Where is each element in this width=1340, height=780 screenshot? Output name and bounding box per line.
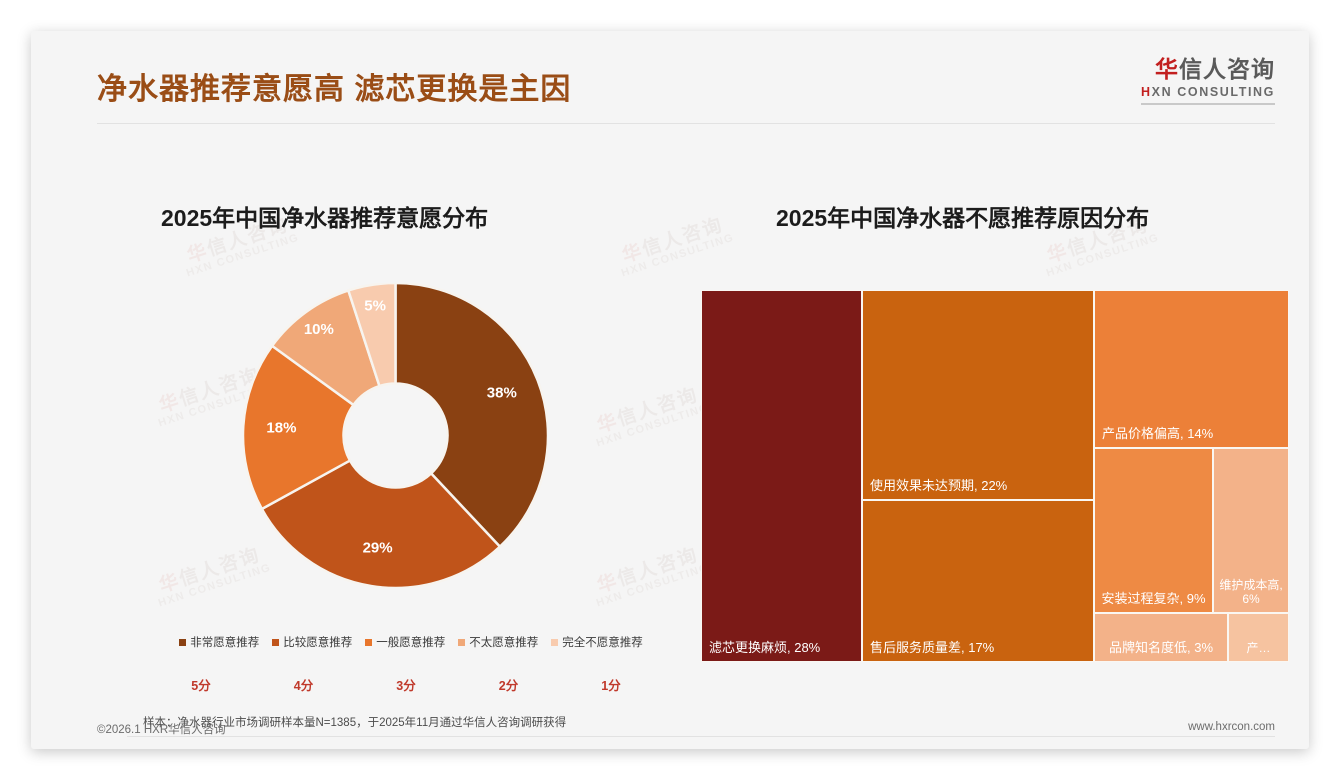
brand-logo-en-accent: H <box>1141 85 1152 100</box>
legend-label: 比较愿意推荐 <box>283 637 353 649</box>
pie-slice[interactable] <box>346 283 397 388</box>
legend-swatch <box>365 638 373 646</box>
legend-label: 一般愿意推荐 <box>376 637 446 649</box>
legend-swatch <box>551 638 559 646</box>
treemap-tile-label: 安装过程复杂, 9% <box>1101 591 1206 607</box>
watermark-en: HXN CONSULTING <box>1044 231 1161 280</box>
pie-slice-label: 5% <box>364 298 386 315</box>
treemap-tile[interactable]: 品牌知名度低, 3% <box>1094 613 1228 662</box>
watermark-cn-rest: 信人咨询 <box>614 544 702 591</box>
treemap-tile[interactable]: 维护成本高, 6% <box>1213 448 1289 613</box>
treemap-tile-label: 品牌知名度低, 3% <box>1108 640 1213 656</box>
watermark-cn-rest: 信人咨询 <box>614 384 702 431</box>
legend-item[interactable]: 比较愿意推荐 <box>272 634 352 650</box>
header: 净水器推荐意愿高 滤芯更换是主因 华信人咨询 HXN CONSULTING <box>31 31 1309 124</box>
brand-logo-en-rest: XN CONSULTING <box>1151 85 1275 100</box>
treemap-tile-label: 产… <box>1246 641 1271 656</box>
legend-item[interactable]: 非常愿意推荐 <box>179 634 259 650</box>
pie-chart: 38% 29% 18% 10% 5% <box>243 283 548 588</box>
treemap-chart: 滤芯更换麻烦, 28% 使用效果未达预期, 22% 售后服务质量差, 17% 产品价格… <box>701 290 1289 662</box>
treemap-tile-label: 维护成本高, 6% <box>1219 577 1283 607</box>
footer: ©2026.1 HXR华信人咨询 www.hxrcon.com <box>31 713 1309 749</box>
pie-slice-label: 18% <box>266 419 296 436</box>
watermark: 华信人咨询 HXN CONSULTING <box>614 214 736 280</box>
watermark-en: HXN CONSULTING <box>619 231 736 280</box>
pie-chart-svg: 38% 29% 18% 10% 5% <box>243 283 548 588</box>
treemap-tile[interactable]: 产… <box>1228 613 1289 662</box>
score-label: 3分 <box>396 679 416 693</box>
pie-slice-label: 10% <box>304 321 334 338</box>
treemap-tile[interactable]: 安装过程复杂, 9% <box>1094 448 1213 613</box>
treemap-tile[interactable]: 售后服务质量差, 17% <box>862 500 1094 662</box>
watermark: 华信人咨询 HXN CONSULTING <box>589 384 711 450</box>
sample-note: 样本：净水器行业市场调研样本量N=1385，于2025年11月通过华信人咨询调研… <box>143 717 567 729</box>
score-scale-row: 5分 4分 3分 2分 1分 <box>171 675 641 694</box>
pie-slice[interactable] <box>260 458 502 588</box>
score-label: 1分 <box>601 679 621 693</box>
watermark-en: HXN CONSULTING <box>594 401 711 450</box>
pie-slice-label: 29% <box>363 539 393 556</box>
slide-card: 华信人咨询 HXN CONSULTING 华信人咨询 HXN CONSULTIN… <box>31 31 1309 749</box>
footer-copyright: ©2026.1 HXR华信人咨询 <box>97 724 226 736</box>
pie-slice-label: 38% <box>487 384 517 401</box>
treemap-tile-label: 售后服务质量差, 17% <box>870 640 995 656</box>
legend-swatch <box>272 638 280 646</box>
legend-label: 不太愿意推荐 <box>469 637 539 649</box>
brand-logo-cn: 华信人咨询 <box>1141 56 1275 82</box>
watermark-en: HXN CONSULTING <box>184 231 301 280</box>
watermark-cn-accent: 华 <box>594 570 622 598</box>
treemap-tile-label: 滤芯更换麻烦, 28% <box>709 640 821 656</box>
score-label: 4分 <box>293 679 314 693</box>
treemap-tile[interactable]: 滤芯更换麻烦, 28% <box>701 290 862 662</box>
treemap-tile-label: 产品价格偏高, 14% <box>1102 426 1214 442</box>
brand-logo-cn-rest: 信人咨询 <box>1179 56 1275 82</box>
header-divider <box>97 123 1275 124</box>
brand-logo-en: HXN CONSULTING <box>1141 85 1275 99</box>
legend-item[interactable]: 完全不愿意推荐 <box>551 634 643 650</box>
treemap-tile[interactable]: 产品价格偏高, 14% <box>1094 290 1289 448</box>
brand-logo-cn-accent: 华 <box>1155 56 1179 82</box>
score-label: 2分 <box>498 679 519 693</box>
pie-slice-labels: 38% 29% 18% 10% 5% <box>266 298 516 557</box>
treemap-tile[interactable]: 使用效果未达预期, 22% <box>862 290 1094 500</box>
page-title: 净水器推荐意愿高 滤芯更换是主因 <box>97 73 572 106</box>
watermark-cn-accent: 华 <box>1044 240 1072 268</box>
legend-swatch <box>179 638 187 646</box>
watermark-cn-accent: 华 <box>156 390 184 418</box>
legend-swatch <box>458 638 466 646</box>
score-label: 5分 <box>191 679 211 693</box>
left-chart-title: 2025年中国净水器推荐意愿分布 <box>161 205 489 231</box>
brand-underline <box>1141 103 1275 106</box>
pie-slice[interactable] <box>243 344 356 511</box>
brand-logo: 华信人咨询 HXN CONSULTING <box>1141 56 1275 106</box>
watermark: 华信人咨询 HXN CONSULTING <box>589 544 711 610</box>
note-divider <box>127 736 1275 737</box>
treemap-tile-label: 使用效果未达预期, 22% <box>870 478 1008 494</box>
right-chart-title: 2025年中国净水器不愿推荐原因分布 <box>776 205 1150 231</box>
legend-label: 非常愿意推荐 <box>190 637 260 649</box>
legend-label: 完全不愿意推荐 <box>562 637 643 649</box>
watermark-cn-rest: 信人咨询 <box>639 214 727 261</box>
pie-legend: 非常愿意推荐 比较愿意推荐 一般愿意推荐 不太愿意推荐 完全不愿意推荐 <box>131 634 691 650</box>
watermark-en: HXN CONSULTING <box>594 561 711 610</box>
legend-item[interactable]: 一般愿意推荐 <box>365 634 445 650</box>
footer-website: www.hxrcon.com <box>1188 721 1275 733</box>
pie-slices <box>243 283 548 588</box>
pie-slice[interactable] <box>394 283 549 549</box>
watermark-cn-accent: 华 <box>156 570 184 598</box>
watermark-cn-accent: 华 <box>184 240 212 268</box>
legend-item[interactable]: 不太愿意推荐 <box>458 634 538 650</box>
watermark-cn-accent: 华 <box>619 240 647 268</box>
watermark-cn-accent: 华 <box>594 410 622 438</box>
